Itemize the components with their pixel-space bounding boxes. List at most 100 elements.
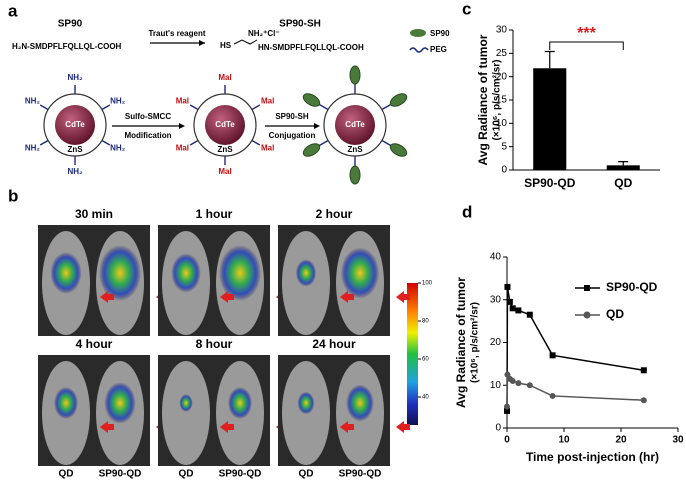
y-tick-label: 0 — [501, 165, 507, 176]
sp90-sh-sequence: HN-SMDPFLFQLLQL-COOH — [258, 43, 364, 52]
group-label: QD — [299, 469, 314, 480]
signal — [297, 391, 315, 415]
marker — [509, 377, 516, 384]
series-line — [506, 286, 644, 411]
peg — [381, 103, 392, 111]
legend-sp90-icon — [410, 29, 426, 37]
signal — [228, 387, 252, 419]
core — [55, 105, 95, 145]
peg — [189, 139, 199, 146]
colorbar — [407, 283, 418, 425]
panel-label: c — [462, 0, 471, 18]
error-bar — [618, 161, 629, 166]
peg — [251, 104, 261, 111]
x-tick-label: 10 — [558, 435, 570, 446]
peg — [101, 139, 111, 146]
marker — [640, 367, 647, 374]
panel-label: a — [8, 1, 18, 20]
timepoint: 30 min — [75, 207, 113, 221]
tumor-arrow — [396, 421, 410, 433]
amine-label: NH₂ — [25, 97, 41, 106]
y-tick-label: 10 — [490, 380, 502, 391]
sp90 — [389, 143, 408, 157]
timepoint: 24 hour — [312, 337, 356, 351]
panel-label: d — [462, 202, 472, 221]
y-tick-label: 0 — [495, 423, 501, 434]
legend-marker — [583, 311, 591, 319]
x-axis-label: Time post-injection (hr) — [526, 450, 659, 464]
y-axis-label: (×10⁶, p/s/cm²/sr) — [470, 302, 481, 383]
core-label: CdTe — [65, 120, 85, 129]
arrow-head — [179, 123, 185, 129]
shell-label: ZnS — [347, 145, 363, 154]
sp90-title: SP90 — [58, 19, 83, 30]
sp90-sequence: H₂N-SMDPFLFQLLQL-COOH — [12, 42, 122, 51]
arrow-head — [199, 40, 205, 46]
marker — [640, 397, 647, 404]
bar — [606, 165, 640, 170]
core-label: CdTe — [215, 120, 235, 129]
mal-label: Mal — [218, 167, 231, 176]
linker — [233, 39, 258, 45]
peg — [381, 139, 392, 147]
colorbar-label: 40 — [422, 395, 429, 401]
signal — [346, 384, 374, 422]
sp90 — [389, 93, 408, 107]
thiol: HS — [220, 41, 232, 50]
signal — [219, 245, 261, 301]
particles: NH₂ NH₂ NH₂ NH₂ NH₂ NH₂ CdTe ZnS Mal Mal Mal Mal Mal… — [25, 65, 408, 185]
legend-sp90: SP90 — [430, 29, 450, 38]
marker — [504, 403, 510, 410]
amine-label: NH₂ — [110, 144, 126, 153]
bar — [533, 68, 567, 170]
y-tick-label: 20 — [496, 71, 508, 82]
panel-b: b 30 min 1 hour 2 hour 4 hour 8 hour 24 hour Q… — [8, 186, 433, 479]
tumor-arrow — [100, 421, 114, 433]
legend-label: QD — [606, 307, 624, 321]
peg — [39, 104, 49, 111]
colorbar-label: 80 — [422, 319, 429, 325]
y-axis-label: Avg Radiance of tumor — [454, 277, 468, 408]
colorbar-label: 100 — [422, 281, 433, 287]
tumor-arrow — [340, 421, 354, 433]
amine-label: NH₂ — [110, 97, 126, 106]
significance-bracket — [549, 41, 624, 50]
y-tick-label: 25 — [496, 48, 508, 59]
y-axis-label: (×10⁶, p/s/cm²/sr) — [492, 59, 503, 140]
charge: NH₂⁺Cl⁻ — [248, 29, 280, 38]
y-tick-label: 15 — [496, 95, 508, 106]
step1-top: Sulfo-SMCC — [125, 112, 171, 121]
mouse — [162, 361, 210, 465]
tumor-arrow — [100, 291, 114, 303]
signal — [295, 259, 317, 287]
y-tick-label: 20 — [490, 337, 502, 348]
peg — [189, 104, 199, 111]
x-tick-label: 30 — [672, 435, 684, 446]
group-label: SP90-QD — [99, 469, 142, 480]
mal-label: Mal — [261, 97, 274, 106]
y-tick-label: 5 — [501, 141, 507, 152]
timepoint: 2 hour — [316, 207, 353, 221]
legend-marker — [584, 285, 590, 291]
sp90 — [349, 65, 361, 85]
peg — [251, 139, 261, 146]
x-tick-label: SP90-QD — [524, 176, 576, 190]
panel-label: b — [8, 186, 18, 205]
signal — [171, 253, 201, 293]
sp90 — [302, 143, 321, 157]
amine-label: NH₂ — [67, 73, 83, 82]
legend-label: SP90-QD — [606, 280, 658, 294]
marker — [515, 307, 522, 314]
mal-label: Mal — [218, 73, 231, 82]
marker — [549, 352, 556, 359]
signal — [99, 245, 141, 301]
signal — [54, 387, 78, 419]
signal — [179, 394, 193, 412]
mal-label: Mal — [176, 97, 189, 106]
group-label: SP90-QD — [339, 469, 382, 480]
marker — [549, 392, 556, 399]
peg — [101, 104, 111, 111]
x-tick-label: 0 — [504, 435, 510, 446]
shell-label: ZnS — [217, 145, 233, 154]
